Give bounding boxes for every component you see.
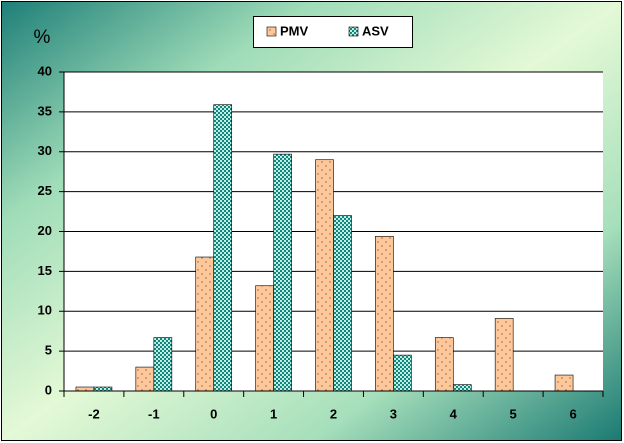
x-tick-label: 5 <box>510 406 517 421</box>
bar <box>434 337 454 392</box>
bar <box>375 235 394 392</box>
x-tick-label: 2 <box>330 406 337 421</box>
bar <box>273 153 292 392</box>
y-tick-label: 35 <box>38 103 52 118</box>
bar <box>255 285 274 392</box>
bar <box>554 374 574 392</box>
x-tick-label: 0 <box>210 406 217 421</box>
bar <box>494 318 514 392</box>
y-tick-label: 15 <box>38 263 52 278</box>
legend-label: PMV <box>280 23 309 38</box>
y-tick-label: 0 <box>45 382 52 397</box>
x-tick-label: 4 <box>450 406 458 421</box>
bar <box>315 159 334 392</box>
y-tick-label: 40 <box>38 63 52 78</box>
bar <box>153 337 173 392</box>
bar <box>75 386 95 392</box>
bar <box>333 215 352 392</box>
bar <box>452 384 472 392</box>
y-tick-label: 25 <box>38 183 52 198</box>
y-tick-label: 30 <box>38 143 52 158</box>
bar <box>213 104 233 392</box>
x-tick-label: 6 <box>569 406 576 421</box>
x-tick-label: 1 <box>270 406 277 421</box>
legend-box <box>253 16 413 48</box>
bar <box>195 256 215 392</box>
legend-swatch <box>348 26 359 37</box>
bar <box>93 386 113 392</box>
bar <box>393 354 412 392</box>
y-tick-label: 5 <box>45 343 52 358</box>
y-tick-label: 20 <box>38 223 52 238</box>
legend-swatch <box>266 26 277 37</box>
y-tick-label: 10 <box>38 303 52 318</box>
legend-label: ASV <box>362 23 389 38</box>
y-axis-label: % <box>34 27 51 48</box>
x-tick-label: 3 <box>390 406 397 421</box>
x-tick-label: -2 <box>88 406 100 421</box>
x-tick-label: -1 <box>148 406 160 421</box>
bar <box>135 366 155 392</box>
